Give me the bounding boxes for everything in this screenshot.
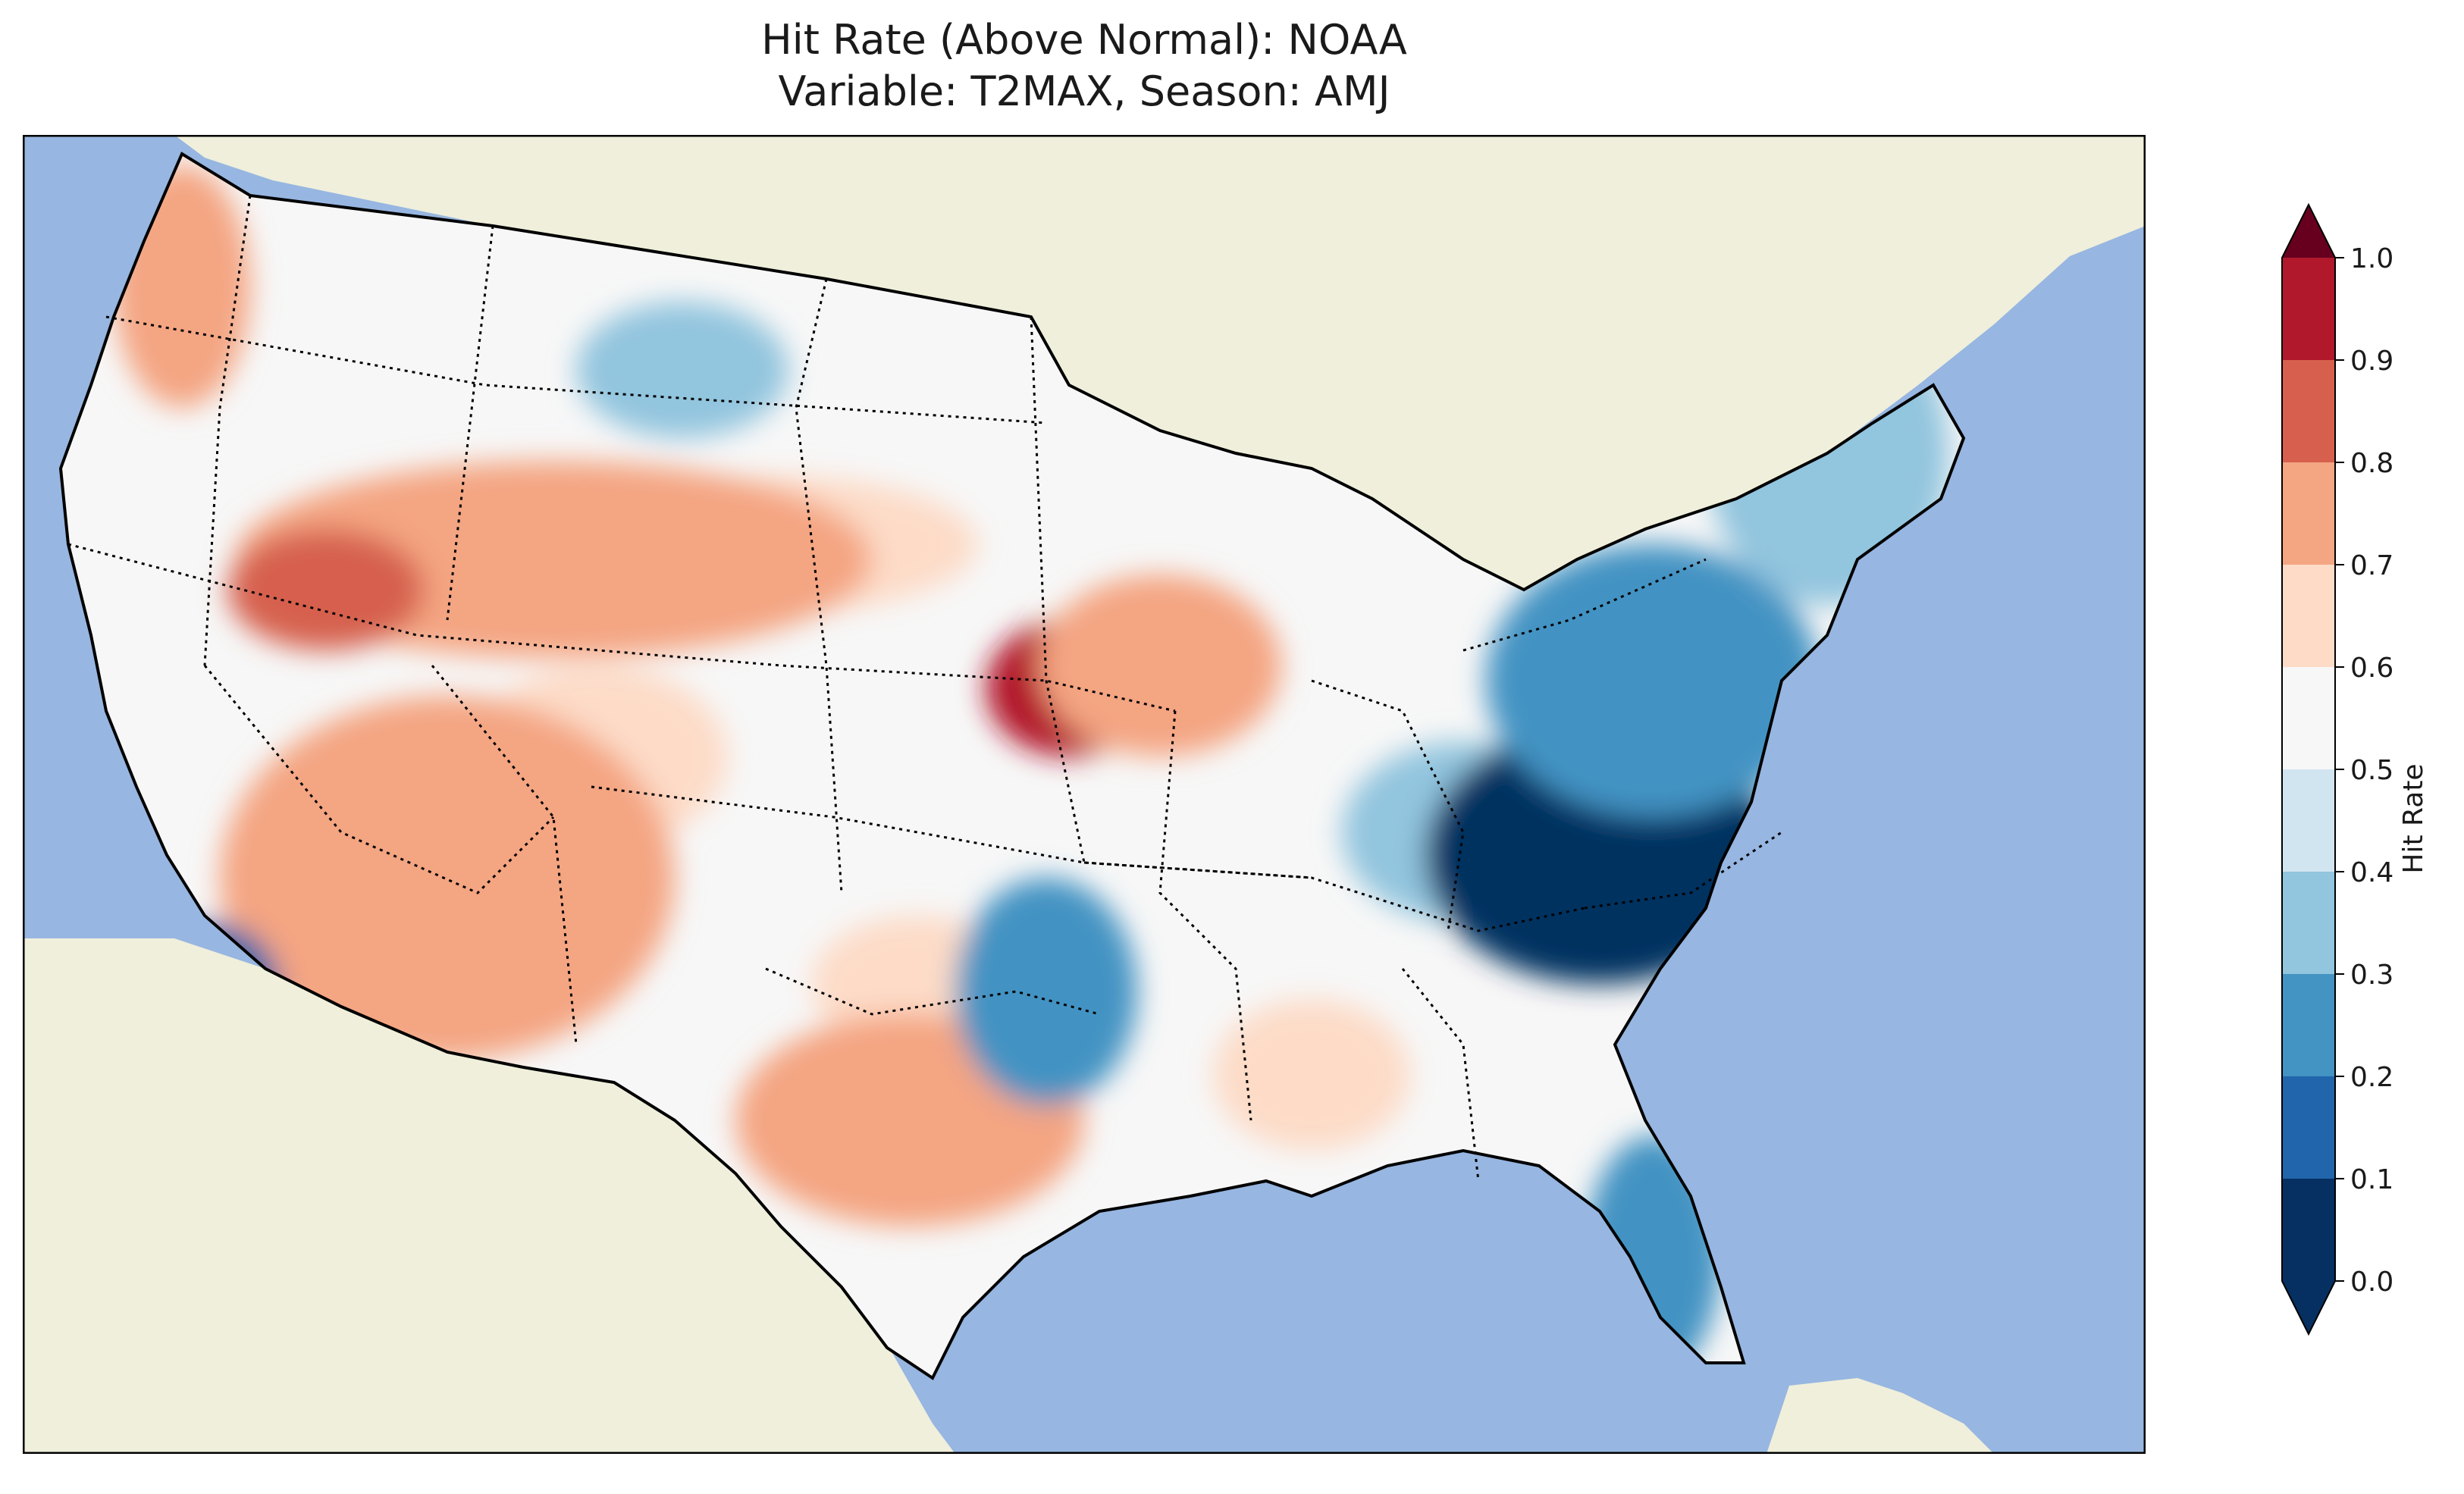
state-border-line (1584, 831, 1782, 910)
colorbar-bin (2282, 667, 2335, 769)
state-border-line (1158, 710, 1252, 1121)
state-border-line (203, 665, 555, 894)
map-title-line1: Hit Rate (Above Normal): NOAA (761, 16, 1407, 64)
state-border-line (203, 195, 252, 666)
colorbar-bin (2282, 872, 2335, 974)
state-border-line (1030, 316, 1086, 863)
mexico-landmass (23, 938, 955, 1454)
colorbar-tick-label: 0.5 (2350, 755, 2393, 786)
colorbar-bin (2282, 565, 2335, 667)
colorbar-tick-label: 0.2 (2350, 1062, 2393, 1093)
hit-rate-region (1039, 575, 1281, 756)
state-border-line (591, 785, 1312, 879)
us-map-panel (23, 135, 2146, 1454)
colorbar-bin (2282, 974, 2335, 1076)
colorbar-bin (2282, 1179, 2335, 1281)
hit-rate-region (220, 696, 675, 1060)
colorbar-label: Hit Rate (2398, 763, 2429, 873)
colorbar-tick-label: 0.9 (2350, 346, 2393, 377)
state-border-line (446, 225, 494, 621)
hit-rate-region (955, 878, 1137, 1105)
colorbar: 0.0 0.1 0.2 0.3 0.4 0.5 0.6 0.7 0.8 0.9 1.0 Hit Ra… (2281, 202, 2429, 1336)
hit-rate-region (576, 302, 788, 438)
colorbar-tick-label: 0.3 (2350, 960, 2393, 991)
map-title-line2: Variable: T2MAX, Season: AMJ (778, 67, 1390, 115)
colorbar-bin (2282, 769, 2335, 872)
state-border-line (1401, 968, 1480, 1182)
colorbar-tick-label: 0.7 (2350, 550, 2393, 581)
canada-landmass (174, 135, 2146, 590)
colorbar-tick-label: 0.6 (2350, 653, 2393, 684)
colorbar-tick-label: 0.1 (2350, 1164, 2393, 1195)
hit-rate-patch (1213, 999, 1410, 1151)
hit-rate-region (1486, 544, 1820, 817)
colorbar-bin (2282, 258, 2335, 360)
colorbar-tick-label: 0.4 (2350, 857, 2393, 888)
state-border-line (1083, 861, 1585, 932)
colorbar-tick-label: 1.0 (2350, 243, 2393, 274)
map-frame (23, 135, 2146, 1454)
colorbar-tick-label: 0.0 (2350, 1267, 2393, 1298)
colorbar-bin (2282, 462, 2335, 565)
caribbean-islands (1766, 1378, 1994, 1454)
hit-rate-region (227, 529, 425, 650)
colorbar-extend-min (2282, 1281, 2335, 1334)
colorbar-extend-max (2282, 205, 2335, 258)
hit-rate-field (114, 165, 1948, 1378)
us-coastline (58, 152, 1966, 1380)
state-border-line (105, 315, 1047, 424)
colorbar-tick-label: 0.8 (2350, 448, 2393, 479)
state-borders (67, 195, 1782, 1182)
colorbar-bin (2282, 360, 2335, 462)
colorbar-bin (2282, 1076, 2335, 1179)
state-border-line (1311, 679, 1465, 932)
state-border-line (765, 967, 1100, 1016)
